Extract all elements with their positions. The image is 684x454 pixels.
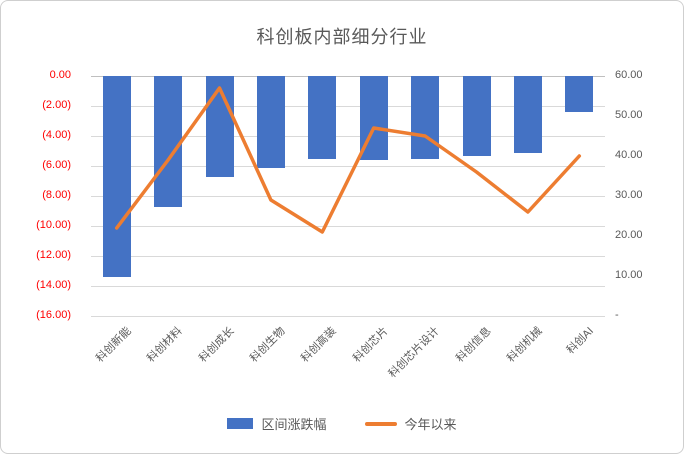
left-axis-tick: (8.00)	[42, 189, 71, 201]
category-label-科创新能: 科创新能	[93, 325, 134, 365]
category-label-科创信息: 科创信息	[453, 325, 494, 365]
category-label-科创材料: 科创材料	[145, 325, 185, 365]
legend-item-区间涨跌幅: 区间涨跌幅	[227, 414, 327, 433]
right-axis-tick: 10.00	[615, 269, 643, 281]
category-label-科创芯片: 科创芯片	[350, 325, 391, 365]
legend: 区间涨跌幅 今年以来	[1, 414, 683, 433]
zero-gridline	[91, 76, 605, 77]
left-axis-tick: (16.00)	[36, 309, 71, 321]
legend-label: 今年以来	[404, 417, 457, 432]
line-path-今年以来	[114, 86, 582, 234]
category-label-科创AI: 科创AI	[564, 325, 596, 357]
left-axis-tick: (12.00)	[36, 249, 71, 261]
legend-line-swatch	[364, 421, 397, 426]
left-axis-tick: (4.00)	[42, 129, 71, 141]
bar-科创机械	[513, 76, 542, 153]
gridline	[91, 106, 605, 107]
bar-科创材料	[154, 76, 183, 207]
category-label-科创生物: 科创生物	[247, 325, 288, 365]
left-axis-tick: 0.00	[49, 69, 71, 81]
plot-area	[91, 76, 605, 317]
right-axis-tick: 60.00	[615, 69, 643, 81]
legend-bar-swatch	[227, 418, 254, 429]
bar-科创芯片设计	[411, 76, 440, 159]
right-axis-tick: 50.00	[615, 109, 643, 121]
bar-科创高装	[308, 76, 337, 159]
gridline	[91, 226, 605, 227]
gridline	[91, 196, 605, 197]
category-label-科创芯片设计: 科创芯片设计	[386, 325, 442, 381]
legend-item-今年以来: 今年以来	[364, 414, 457, 433]
gridline	[91, 166, 605, 167]
gridline	[91, 316, 605, 317]
bar-科创信息	[462, 76, 491, 156]
gridline	[91, 286, 605, 287]
gridline	[91, 136, 605, 137]
right-axis-tick: 40.00	[615, 149, 643, 161]
left-axis-tick: (14.00)	[36, 279, 71, 291]
right-axis-tick: 30.00	[615, 189, 643, 201]
left-axis-tick: (2.00)	[42, 99, 71, 111]
category-label-科创高装: 科创高装	[299, 325, 339, 365]
gridline	[91, 256, 605, 257]
category-label-科创成长: 科创成长	[196, 325, 237, 365]
bar-科创成长	[205, 76, 234, 177]
chart-title: 科创板内部细分行业	[256, 27, 428, 47]
bar-科创新能	[102, 76, 131, 277]
line-series	[114, 86, 582, 234]
legend-label: 区间涨跌幅	[261, 417, 327, 432]
right-axis-tick: 20.00	[615, 229, 643, 241]
left-axis-tick: (10.00)	[36, 219, 71, 231]
category-label-科创机械: 科创机械	[504, 325, 545, 365]
bar-科创AI	[565, 76, 594, 112]
left-axis-tick: (6.00)	[42, 159, 71, 171]
bar-科创生物	[256, 76, 285, 168]
right-axis-tick: -	[615, 309, 619, 321]
